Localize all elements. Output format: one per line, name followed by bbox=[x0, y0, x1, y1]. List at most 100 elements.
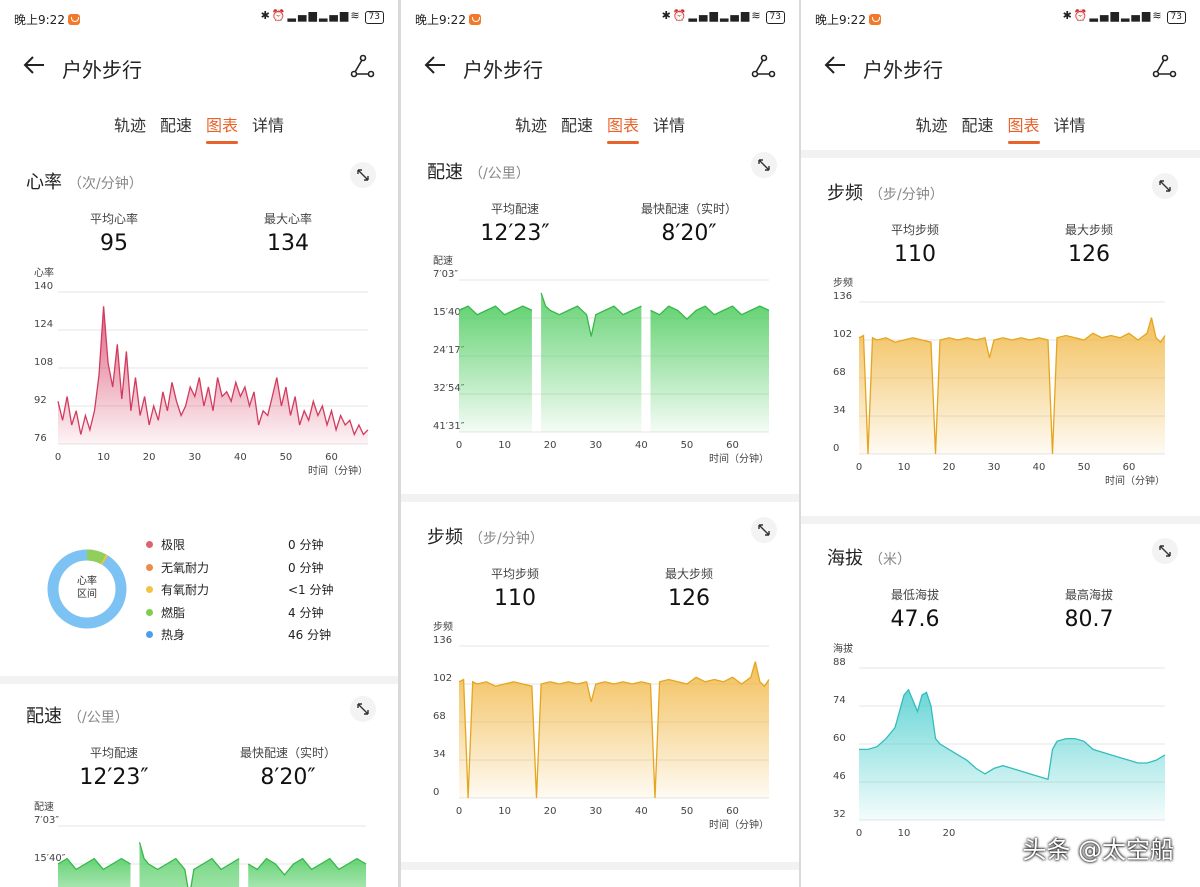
tab-charts[interactable]: 图表 bbox=[607, 112, 640, 144]
x-tick-label: 0 bbox=[456, 806, 462, 817]
tab-charts[interactable]: 图表 bbox=[206, 112, 239, 144]
heart-rate-zone-donut: 心率 区间 bbox=[46, 548, 128, 630]
card-title: 步频 （步/分钟） bbox=[427, 527, 544, 548]
expand-icon[interactable] bbox=[751, 517, 777, 543]
expand-icon[interactable] bbox=[350, 696, 376, 722]
x-tick-label: 20 bbox=[943, 462, 956, 473]
y-axis-title: 配速 bbox=[34, 801, 54, 813]
y-tick-label: 32 bbox=[833, 809, 846, 820]
phone-screen-3: 晚上9:22 ✱⏰▂▄▆▂▄▆≋ 73 户外步行 轨迹 配速 图表 详情 步频 （步/分钟… bbox=[801, 0, 1200, 887]
zone-name: 热身 bbox=[161, 628, 186, 642]
y-axis-title: 配速 bbox=[433, 255, 453, 267]
zone-duration: 4 分钟 bbox=[288, 605, 324, 620]
section-divider bbox=[401, 494, 799, 502]
card-title: 步频 （步/分钟） bbox=[827, 183, 944, 204]
expand-icon[interactable] bbox=[751, 152, 777, 178]
signal-icon: ▂▄▆ bbox=[688, 9, 720, 22]
avg-pace-stat: 平均配速 12′23″ bbox=[480, 202, 550, 246]
y-axis-title: 海拔 bbox=[833, 642, 853, 655]
expand-icon[interactable] bbox=[1152, 173, 1178, 199]
status-icons: ✱⏰▂▄▆▂▄▆≋ 73 bbox=[662, 9, 785, 24]
tab-charts[interactable]: 图表 bbox=[1007, 112, 1040, 144]
max-cadence-stat: 最大步频 126 bbox=[1064, 223, 1113, 267]
bluetooth-icon: ✱ bbox=[1062, 9, 1074, 22]
y-axis-title: 步频 bbox=[433, 620, 453, 633]
y-tick-label: 74 bbox=[833, 695, 846, 706]
series-area bbox=[58, 858, 131, 887]
page-title: 户外步行 bbox=[463, 58, 543, 82]
fastest-pace-stat: 最快配速（实时） 8′20″ bbox=[239, 746, 336, 790]
x-tick-label: 0 bbox=[456, 440, 462, 451]
x-tick-label: 10 bbox=[498, 806, 511, 817]
zone-name: 极限 bbox=[161, 538, 186, 552]
zone-color-dot bbox=[146, 563, 153, 571]
zone-duration: <1 分钟 bbox=[288, 583, 334, 597]
x-tick-label: 60 bbox=[726, 806, 739, 817]
status-bar: 晚上9:22 ✱⏰▂▄▆▂▄▆≋ 73 bbox=[401, 0, 799, 36]
bluetooth-icon: ✱ bbox=[260, 9, 272, 22]
tab-pace[interactable]: 配速 bbox=[560, 116, 593, 135]
series-line bbox=[138, 842, 240, 887]
y-tick-label: 15′40″ bbox=[34, 853, 66, 864]
series-line bbox=[858, 317, 1166, 455]
zone-donut-chart bbox=[47, 549, 127, 629]
section-divider bbox=[801, 150, 1200, 158]
x-tick-label: 40 bbox=[234, 452, 247, 463]
x-tick-label: 10 bbox=[498, 440, 511, 451]
series-line bbox=[247, 857, 367, 876]
tab-pace[interactable]: 配速 bbox=[159, 116, 192, 135]
x-tick-label: 50 bbox=[681, 440, 694, 451]
fastest-pace-stat: 最快配速（实时） 8′20″ bbox=[640, 202, 737, 246]
y-tick-label: 102 bbox=[433, 673, 452, 684]
back-arrow-icon[interactable] bbox=[22, 52, 48, 78]
x-tick-label: 40 bbox=[635, 806, 648, 817]
app-notification-icon bbox=[67, 14, 80, 25]
y-tick-label: 136 bbox=[833, 291, 852, 302]
min-altitude-stat: 最低海拔 47.6 bbox=[890, 588, 940, 632]
zone-name: 无氧耐力 bbox=[161, 560, 210, 575]
x-axis-title: 时间（分钟） bbox=[709, 818, 769, 831]
route-icon[interactable] bbox=[1150, 52, 1178, 80]
series-line bbox=[650, 305, 770, 320]
avg-heart-rate-stat: 平均心率 95 bbox=[89, 212, 138, 256]
signal-icon: ▂▄▆ bbox=[1089, 9, 1121, 22]
x-tick-label: 50 bbox=[681, 806, 694, 817]
route-icon[interactable] bbox=[749, 52, 777, 80]
back-arrow-icon[interactable] bbox=[823, 52, 849, 78]
section-divider bbox=[801, 516, 1200, 524]
wifi-icon: ≋ bbox=[350, 9, 362, 22]
route-icon[interactable] bbox=[348, 52, 376, 80]
y-tick-label: 108 bbox=[34, 357, 53, 368]
tab-track[interactable]: 轨迹 bbox=[113, 116, 146, 135]
x-tick-label: 30 bbox=[589, 806, 602, 817]
tab-details[interactable]: 详情 bbox=[252, 116, 285, 135]
tab-track[interactable]: 轨迹 bbox=[915, 116, 948, 135]
expand-icon[interactable] bbox=[350, 162, 376, 188]
zone-color-dot bbox=[146, 631, 153, 638]
x-tick-label: 0 bbox=[55, 452, 61, 463]
tab-details[interactable]: 详情 bbox=[1053, 116, 1086, 135]
tab-track[interactable]: 轨迹 bbox=[514, 116, 547, 135]
signal-icon: ▂▄▆ bbox=[719, 9, 752, 22]
x-tick-label: 50 bbox=[1078, 462, 1091, 473]
x-tick-label: 60 bbox=[1123, 462, 1136, 473]
battery-icon: 73 bbox=[1166, 11, 1186, 24]
series-line bbox=[458, 661, 770, 799]
back-arrow-icon[interactable] bbox=[423, 52, 449, 78]
card-title: 配速 （/公里） bbox=[26, 706, 129, 727]
x-tick-label: 60 bbox=[726, 440, 739, 451]
expand-icon[interactable] bbox=[1152, 538, 1178, 564]
tab-details[interactable]: 详情 bbox=[653, 116, 686, 135]
status-bar: 晚上9:22 ✱⏰▂▄▆▂▄▆≋ 73 bbox=[801, 0, 1200, 36]
zone-legend-row: 无氧耐力 0 分钟 bbox=[146, 559, 323, 575]
app-notification-icon bbox=[468, 14, 481, 25]
x-tick-label: 0 bbox=[856, 462, 862, 473]
tab-pace[interactable]: 配速 bbox=[961, 116, 994, 135]
section-divider bbox=[0, 676, 398, 684]
series-area bbox=[58, 306, 368, 444]
x-tick-label: 30 bbox=[188, 452, 201, 463]
x-tick-label: 20 bbox=[544, 440, 557, 451]
